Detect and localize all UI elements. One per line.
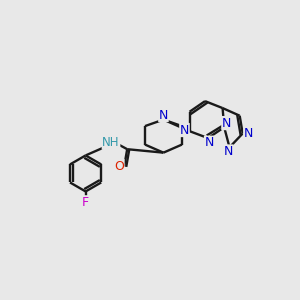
Text: F: F xyxy=(82,196,89,209)
Text: N: N xyxy=(222,117,231,130)
Text: N: N xyxy=(224,145,233,158)
Text: N: N xyxy=(244,127,253,140)
Text: N: N xyxy=(159,109,168,122)
Text: N: N xyxy=(205,136,214,149)
Text: O: O xyxy=(114,160,124,172)
Text: NH: NH xyxy=(102,136,120,149)
Text: N: N xyxy=(180,124,189,136)
